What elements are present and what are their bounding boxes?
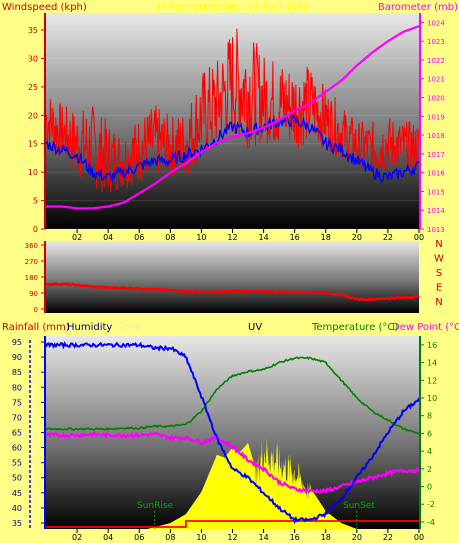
- x-tick-label: 18: [321, 533, 331, 542]
- x-tick-label: 22: [383, 533, 393, 542]
- humidity-tick-label: 65: [12, 429, 22, 438]
- wind-speed-line: [45, 28, 420, 193]
- barometer-tick-label: 1017: [427, 151, 445, 159]
- wind-tick-label: 35: [28, 26, 38, 35]
- solar-header: Solar: [118, 322, 144, 333]
- x-tick-label: 02: [72, 233, 82, 242]
- humidity-tick-label: 55: [12, 459, 22, 468]
- temperature-tick-label: 2: [427, 465, 432, 474]
- x-tick-label: 12: [227, 533, 237, 542]
- uv-line: [46, 520, 419, 528]
- temperature-tick-label: 6: [427, 429, 432, 438]
- direction-tick-label: 0: [34, 306, 38, 314]
- humidity-tick-label: 50: [12, 474, 22, 483]
- humidity-tick-label: 90: [12, 353, 22, 362]
- x-tick-label: 04: [103, 233, 113, 242]
- humidity-tick-label: 80: [12, 383, 22, 392]
- x-tick-label: 08: [165, 233, 175, 242]
- temperature-tick-label: 8: [427, 412, 432, 421]
- x-tick-label: 00: [414, 533, 424, 542]
- barometer-tick-label: 1023: [427, 38, 445, 46]
- x-tick-label: 20: [352, 533, 362, 542]
- humidity-tick-label: 60: [12, 444, 22, 453]
- wind-axis-title: Windspeed (kph): [2, 2, 87, 13]
- x-tick-label: 20: [352, 233, 362, 242]
- direction-tick-label: 90: [29, 290, 38, 298]
- humidity-tick-label: 35: [12, 519, 22, 528]
- wind-direction-line: [45, 281, 420, 302]
- barometer-tick-label: 1013: [427, 226, 445, 234]
- wind-tick-label: 15: [28, 140, 38, 149]
- wind-average-line: [45, 114, 420, 183]
- x-tick-label: 02: [72, 533, 82, 542]
- uv-header: UV: [248, 322, 262, 333]
- dewpoint-header: Dew Point (°C): [392, 322, 459, 333]
- compass-label: W: [434, 254, 444, 265]
- temperature-tick-label: 0: [427, 483, 432, 492]
- direction-tick-label: 360: [25, 242, 38, 250]
- temperature-tick-label: 16: [427, 341, 437, 350]
- compass-label: E: [436, 283, 442, 294]
- temperature-tick-label: 10: [427, 394, 437, 403]
- barometer-line: [46, 25, 420, 210]
- compass-label: N: [435, 297, 442, 308]
- direction-tick-label: 180: [25, 274, 38, 282]
- temperature-tick-label: -2: [427, 500, 435, 509]
- wind-tick-label: 0: [33, 225, 38, 234]
- wind-tick-label: 5: [33, 197, 38, 206]
- barometer-tick-label: 1018: [427, 132, 445, 140]
- temperature-tick-label: -4: [427, 518, 435, 527]
- humidity-line: [45, 341, 420, 525]
- wind-tick-label: 30: [28, 54, 38, 63]
- wind-tick-label: 20: [28, 111, 38, 120]
- wind-tick-label: 25: [28, 83, 38, 92]
- barometer-axis-title: Barometer (mb): [378, 2, 458, 13]
- x-tick-label: 00: [414, 233, 424, 242]
- temperature-line: [45, 356, 419, 435]
- barometer-tick-label: 1024: [427, 19, 445, 27]
- direction-plot-area: [46, 241, 419, 313]
- humidity-tick-label: 70: [12, 413, 22, 422]
- barometer-tick-label: 1016: [427, 170, 445, 178]
- dew-point-line: [45, 430, 421, 495]
- x-tick-label: 14: [258, 533, 268, 542]
- barometer-tick-label: 1022: [427, 57, 445, 65]
- x-tick-label: 16: [290, 533, 300, 542]
- x-tick-label: 18: [321, 233, 331, 242]
- humidity-tick-label: 85: [12, 368, 22, 377]
- barometer-tick-label: 1019: [427, 113, 445, 121]
- barometer-tick-label: 1015: [427, 188, 445, 196]
- sunrise-label: SunRise: [137, 501, 174, 511]
- chart-title: 24 hour graph day : 07 April 2008: [156, 2, 309, 12]
- sunset-label: SunSet: [343, 501, 375, 511]
- humidity-tick-label: 95: [12, 338, 22, 347]
- x-tick-label: 06: [134, 533, 144, 542]
- compass-label: S: [436, 268, 442, 279]
- temperature-header: Temperature (°C): [311, 322, 398, 333]
- temperature-tick-label: 4: [427, 447, 432, 456]
- humidity-tick-label: 45: [12, 489, 22, 498]
- direction-tick-label: 270: [25, 258, 38, 266]
- humidity-tick-label: 40: [12, 504, 22, 513]
- x-tick-label: 10: [196, 233, 206, 242]
- rainfall-header: Rainfall (mm): [2, 322, 70, 333]
- temperature-tick-label: 14: [427, 359, 437, 368]
- barometer-tick-label: 1014: [427, 207, 445, 215]
- humidity-tick-label: 75: [12, 398, 22, 407]
- barometer-tick-label: 1020: [427, 95, 445, 103]
- wind-tick-label: 10: [28, 168, 38, 177]
- x-tick-label: 06: [134, 233, 144, 242]
- x-tick-label: 16: [290, 233, 300, 242]
- temperature-tick-label: 12: [427, 376, 437, 385]
- compass-label: N: [435, 239, 442, 250]
- x-tick-label: 14: [258, 233, 268, 242]
- x-tick-label: 04: [103, 533, 113, 542]
- humidity-header: Humidity: [67, 322, 112, 333]
- x-tick-label: 22: [383, 233, 393, 242]
- x-tick-label: 08: [165, 533, 175, 542]
- x-tick-label: 10: [196, 533, 206, 542]
- barometer-tick-label: 1021: [427, 76, 445, 84]
- x-tick-label: 12: [227, 233, 237, 242]
